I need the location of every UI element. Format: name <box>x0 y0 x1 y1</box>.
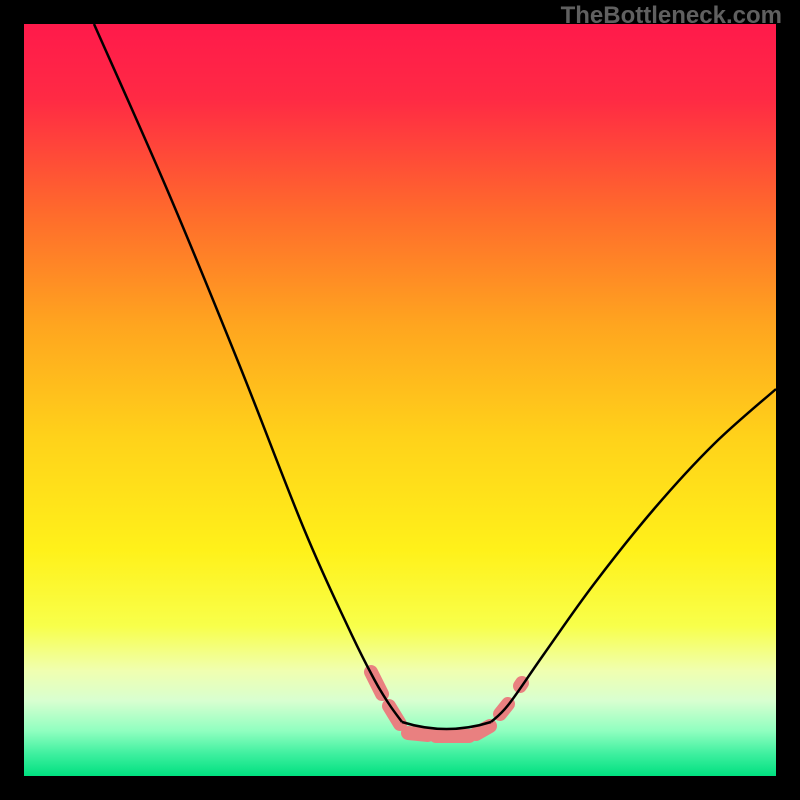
trough-marker-segment <box>476 726 490 734</box>
chart-container: TheBottleneck.com <box>0 0 800 800</box>
curve-right-branch <box>491 389 776 722</box>
curves-svg <box>24 24 776 776</box>
plot-area <box>24 24 776 776</box>
trough-marker-segment <box>389 706 400 724</box>
curve-left-branch <box>94 24 402 722</box>
trough-marker-segment <box>408 733 428 735</box>
watermark-text: TheBottleneck.com <box>561 2 782 30</box>
